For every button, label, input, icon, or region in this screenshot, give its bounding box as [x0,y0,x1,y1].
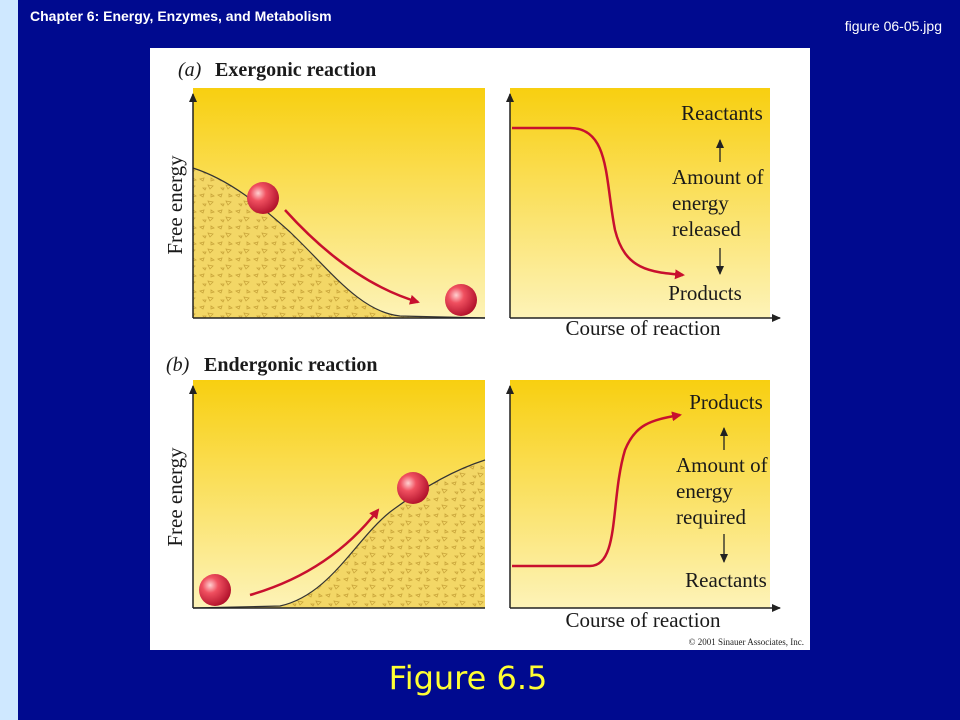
middle-label: released [672,217,741,241]
file-name: figure 06-05.jpg [845,18,942,34]
motion-arrow [249,508,380,597]
slide-header: Chapter 6: Energy, Enzymes, and Metaboli… [30,8,332,24]
bottom-label: Reactants [685,568,767,592]
ball [445,284,477,316]
middle-label: required [676,505,746,529]
energy-curve [512,411,682,568]
ball [397,472,429,504]
plot-bg [510,88,770,318]
ball [247,182,279,214]
terrain-edge [192,459,486,609]
energy-curve [512,126,685,280]
panel-title: Exergonic reaction [215,59,376,81]
terrain-edge [192,167,486,319]
x-axis-label: Course of reaction [565,316,721,340]
panel-letter: (a) [178,59,202,81]
top-label: Products [689,390,763,414]
plot-bg [510,380,770,608]
y-axis-label: Free energy [163,155,187,255]
credit: © 2001 Sinauer Associates, Inc. [689,637,804,647]
motion-arrow [284,209,420,305]
caption: Figure 6.5 [389,659,548,697]
middle-label: energy [672,191,729,215]
bottom-label: Products [668,281,742,305]
middle-label: energy [676,479,733,503]
ball [199,574,231,606]
middle-label: Amount of [672,165,764,189]
y-axis-label: Free energy [163,447,187,547]
middle-label: Amount of [676,453,768,477]
panel-title: Endergonic reaction [204,354,378,376]
terrain [193,168,485,318]
side-stripe [0,0,18,720]
panel-letter: (b) [166,354,190,376]
x-axis-label: Course of reaction [565,608,721,632]
top-label: Reactants [681,101,763,125]
